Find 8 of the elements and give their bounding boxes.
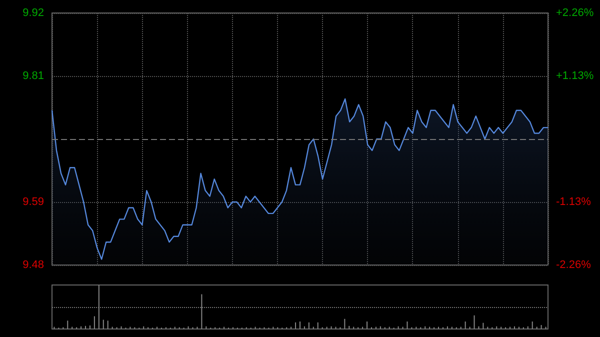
y-tick-label: 9.48 xyxy=(22,259,44,271)
y2-tick-label: -2.26% xyxy=(556,259,592,271)
y-tick-label: 9.81 xyxy=(22,70,44,82)
y2-tick-label: +1.13% xyxy=(556,70,594,82)
y-tick-label: 9.92 xyxy=(22,7,44,19)
y2-tick-label: -1.13% xyxy=(556,196,592,208)
y2-tick-label: +2.26% xyxy=(556,7,594,19)
y-tick-label: 9.59 xyxy=(22,196,44,208)
